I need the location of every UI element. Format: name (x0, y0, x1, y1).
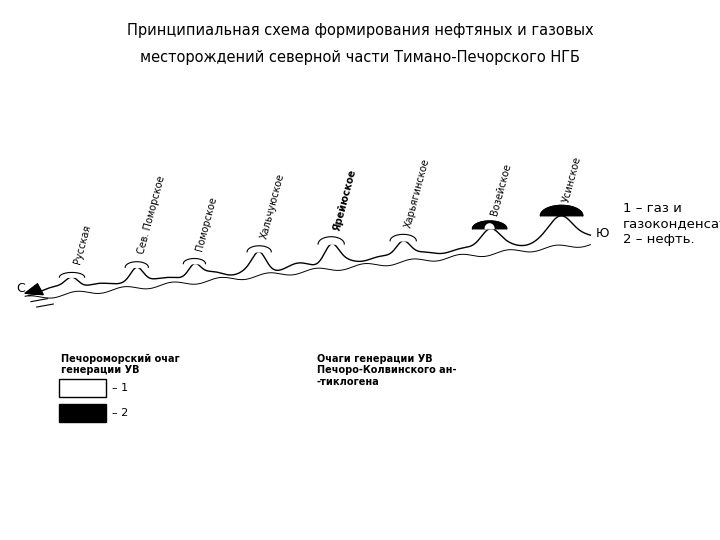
Text: Русская: Русская (72, 224, 92, 265)
Text: Ярейюское: Ярейюское (331, 168, 357, 232)
Text: Хальчуюское: Хальчуюское (259, 172, 287, 240)
Text: Печороморский очаг
генерации УВ: Печороморский очаг генерации УВ (61, 354, 180, 375)
Bar (59, 379, 106, 397)
Text: месторождений северной части Тимано-Печорского НГБ: месторождений северной части Тимано-Печо… (140, 50, 580, 65)
Polygon shape (541, 205, 582, 216)
Text: Возейское: Возейское (490, 163, 513, 217)
Polygon shape (247, 246, 271, 252)
Text: С: С (17, 282, 25, 295)
Polygon shape (485, 224, 494, 229)
Text: – 2: – 2 (112, 408, 128, 418)
Text: Сев. Поморское: Сев. Поморское (137, 175, 167, 255)
Text: Ю: Ю (596, 227, 610, 240)
Polygon shape (25, 284, 43, 295)
Polygon shape (125, 262, 148, 267)
Text: Очаги генерации УВ
Печоро-Колвинского ан-
-тиклогена: Очаги генерации УВ Печоро-Колвинского ан… (317, 354, 456, 387)
Text: 1 – газ и
газоконденсат;
2 – нефть.: 1 – газ и газоконденсат; 2 – нефть. (623, 202, 720, 246)
Polygon shape (318, 237, 344, 244)
Text: Поморское: Поморское (194, 195, 219, 252)
Text: Харьягинское: Харьягинское (403, 157, 431, 229)
Text: Принципиальная схема формирования нефтяных и газовых: Принципиальная схема формирования нефтян… (127, 23, 593, 38)
Polygon shape (472, 221, 507, 229)
Polygon shape (184, 259, 205, 264)
Text: – 1: – 1 (112, 383, 127, 393)
Text: Усинское: Усинское (562, 156, 583, 204)
Polygon shape (390, 234, 416, 241)
Bar (59, 404, 106, 422)
Polygon shape (60, 273, 85, 277)
